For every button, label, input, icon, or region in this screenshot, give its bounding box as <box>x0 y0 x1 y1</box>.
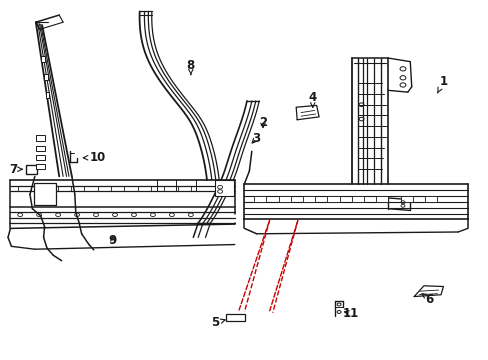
Bar <box>26 165 37 174</box>
Text: 11: 11 <box>342 307 358 320</box>
Bar <box>375 196 387 202</box>
Bar <box>327 196 339 202</box>
Bar <box>36 163 45 169</box>
Bar <box>34 183 56 205</box>
Text: 6: 6 <box>421 293 433 306</box>
Text: 10: 10 <box>83 151 106 164</box>
Bar <box>424 196 436 202</box>
Text: 1: 1 <box>437 75 447 93</box>
Text: 2: 2 <box>259 116 266 129</box>
Bar <box>43 74 47 80</box>
Bar <box>278 196 290 202</box>
Bar <box>36 135 45 140</box>
Bar <box>45 92 49 98</box>
Text: 3: 3 <box>252 132 260 145</box>
Bar <box>36 154 45 160</box>
Bar <box>351 196 363 202</box>
Text: 4: 4 <box>308 91 316 107</box>
Text: 7: 7 <box>9 163 22 176</box>
Bar <box>36 145 45 151</box>
Polygon shape <box>296 105 319 120</box>
Bar <box>303 196 315 202</box>
Bar <box>225 314 245 320</box>
Text: 8: 8 <box>186 59 195 75</box>
Polygon shape <box>413 286 443 297</box>
Text: 5: 5 <box>211 316 225 329</box>
Text: 9: 9 <box>108 234 117 247</box>
Bar <box>254 196 266 202</box>
Bar <box>41 56 45 62</box>
Bar <box>400 196 412 202</box>
Bar <box>215 180 233 196</box>
